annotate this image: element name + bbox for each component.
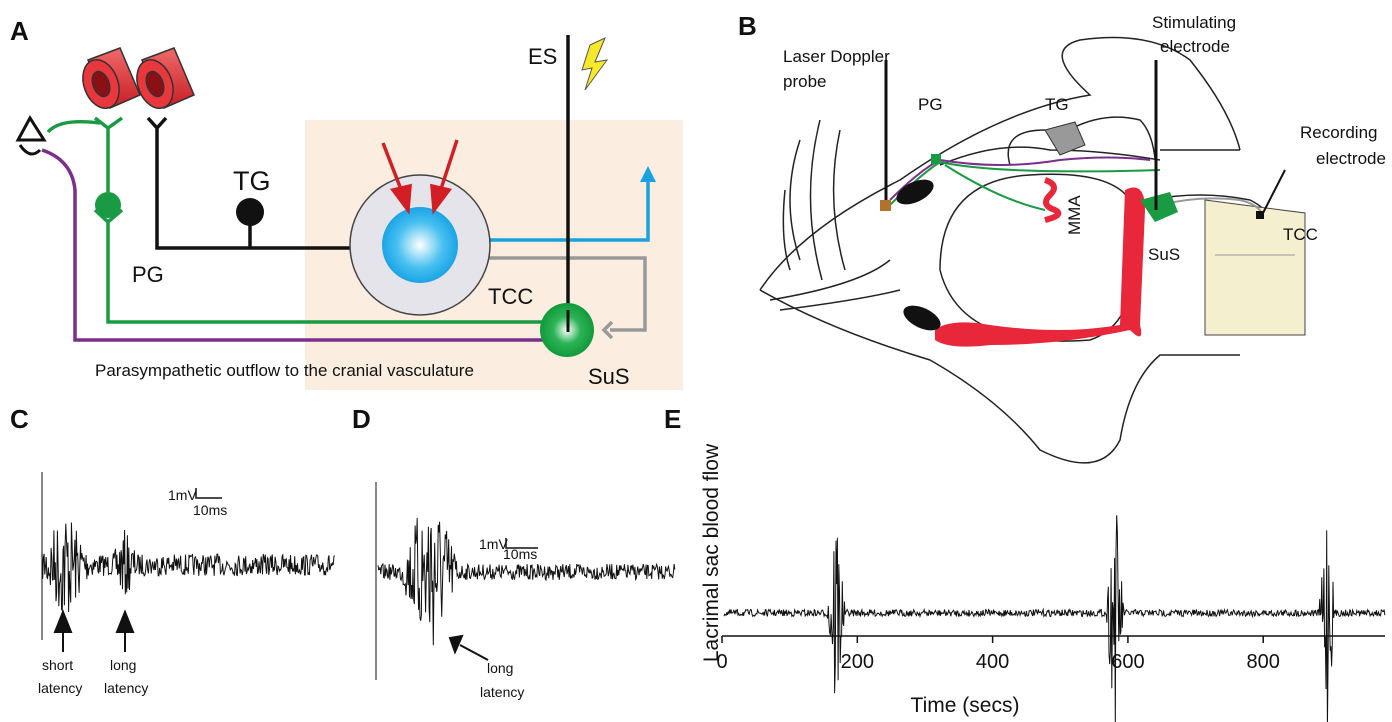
probe-label: Laser Doppler	[783, 47, 890, 66]
probe-label: probe	[783, 72, 826, 91]
long-label: long	[110, 657, 136, 673]
x-tick-label: 800	[1247, 651, 1280, 673]
tg-neuron	[236, 198, 264, 226]
stim-label: electrode	[1160, 37, 1230, 56]
es-label: ES	[528, 44, 557, 69]
panel-e: E Lacrimal sac blood flow Time (secs) 0 2…	[664, 404, 1385, 722]
stim-label: Stimulating	[1152, 13, 1236, 32]
trace	[42, 523, 335, 613]
mma-label: MMA	[1065, 195, 1084, 235]
x-tick-label: 400	[976, 651, 1009, 673]
panel-b: B Laser Doppler probe PG TG Stimulating …	[738, 11, 1386, 463]
scale-t: 10ms	[193, 502, 227, 518]
short-label: short	[42, 657, 73, 673]
panel-label: C	[10, 404, 29, 434]
probe-tip	[880, 200, 891, 211]
arrows	[55, 612, 133, 652]
long-label: latency	[104, 680, 148, 696]
tcc-site	[1256, 211, 1264, 219]
sus-label: SuS	[588, 364, 630, 389]
rec-electrode	[1262, 170, 1285, 215]
pg-neuron	[95, 192, 121, 218]
sus-label: SuS	[1148, 245, 1180, 264]
arrow	[450, 636, 488, 660]
scale-t: 10ms	[503, 546, 537, 562]
panel-a: A ES TG PG TCC SuS Parasympathetic outfl…	[10, 16, 683, 390]
x-tick-label: 200	[841, 651, 874, 673]
scale-v: 1mV	[168, 487, 197, 503]
short-label: latency	[38, 680, 82, 696]
panel-label: B	[738, 11, 757, 41]
scale-bar	[196, 488, 222, 498]
panel-c: C 1mV 10ms short latency long latency	[10, 404, 335, 696]
rec-label: Recording	[1300, 123, 1378, 142]
vessel	[935, 188, 1145, 347]
head-outline	[760, 38, 1273, 463]
spinal-cord	[1205, 200, 1305, 335]
tcc-label: TCC	[488, 284, 533, 309]
y-axis-label: Lacrimal sac blood flow	[700, 443, 723, 662]
panel-d: D 1mV 10ms long latency	[352, 404, 675, 700]
panel-label: A	[10, 16, 29, 46]
panel-label: E	[664, 404, 681, 434]
vessels	[76, 48, 194, 113]
x-tick-label: 600	[1111, 651, 1144, 673]
tg-label: TG	[233, 166, 271, 196]
caption: Parasympathetic outflow to the cranial v…	[95, 361, 474, 380]
lightning	[582, 38, 607, 90]
pg-label: PG	[132, 262, 164, 287]
x-tick-label: 0	[716, 651, 727, 673]
rec-label: electrode	[1316, 149, 1386, 168]
mma-vessel	[1045, 180, 1058, 220]
long-label: long	[487, 660, 513, 676]
tcc-label: TCC	[1283, 225, 1318, 244]
trace	[724, 515, 1385, 722]
panel-label: D	[352, 404, 371, 434]
figure: A ES TG PG TCC SuS Parasympathetic outfl…	[0, 0, 1392, 722]
x-axis-label: Time (secs)	[911, 694, 1020, 717]
pg-ganglion	[931, 154, 941, 164]
eye-icon	[18, 118, 44, 154]
pg-label: PG	[918, 95, 943, 114]
tcc-nucleus	[382, 207, 458, 283]
trace	[378, 518, 675, 645]
long-label: latency	[480, 684, 524, 700]
tg-label: TG	[1045, 95, 1069, 114]
